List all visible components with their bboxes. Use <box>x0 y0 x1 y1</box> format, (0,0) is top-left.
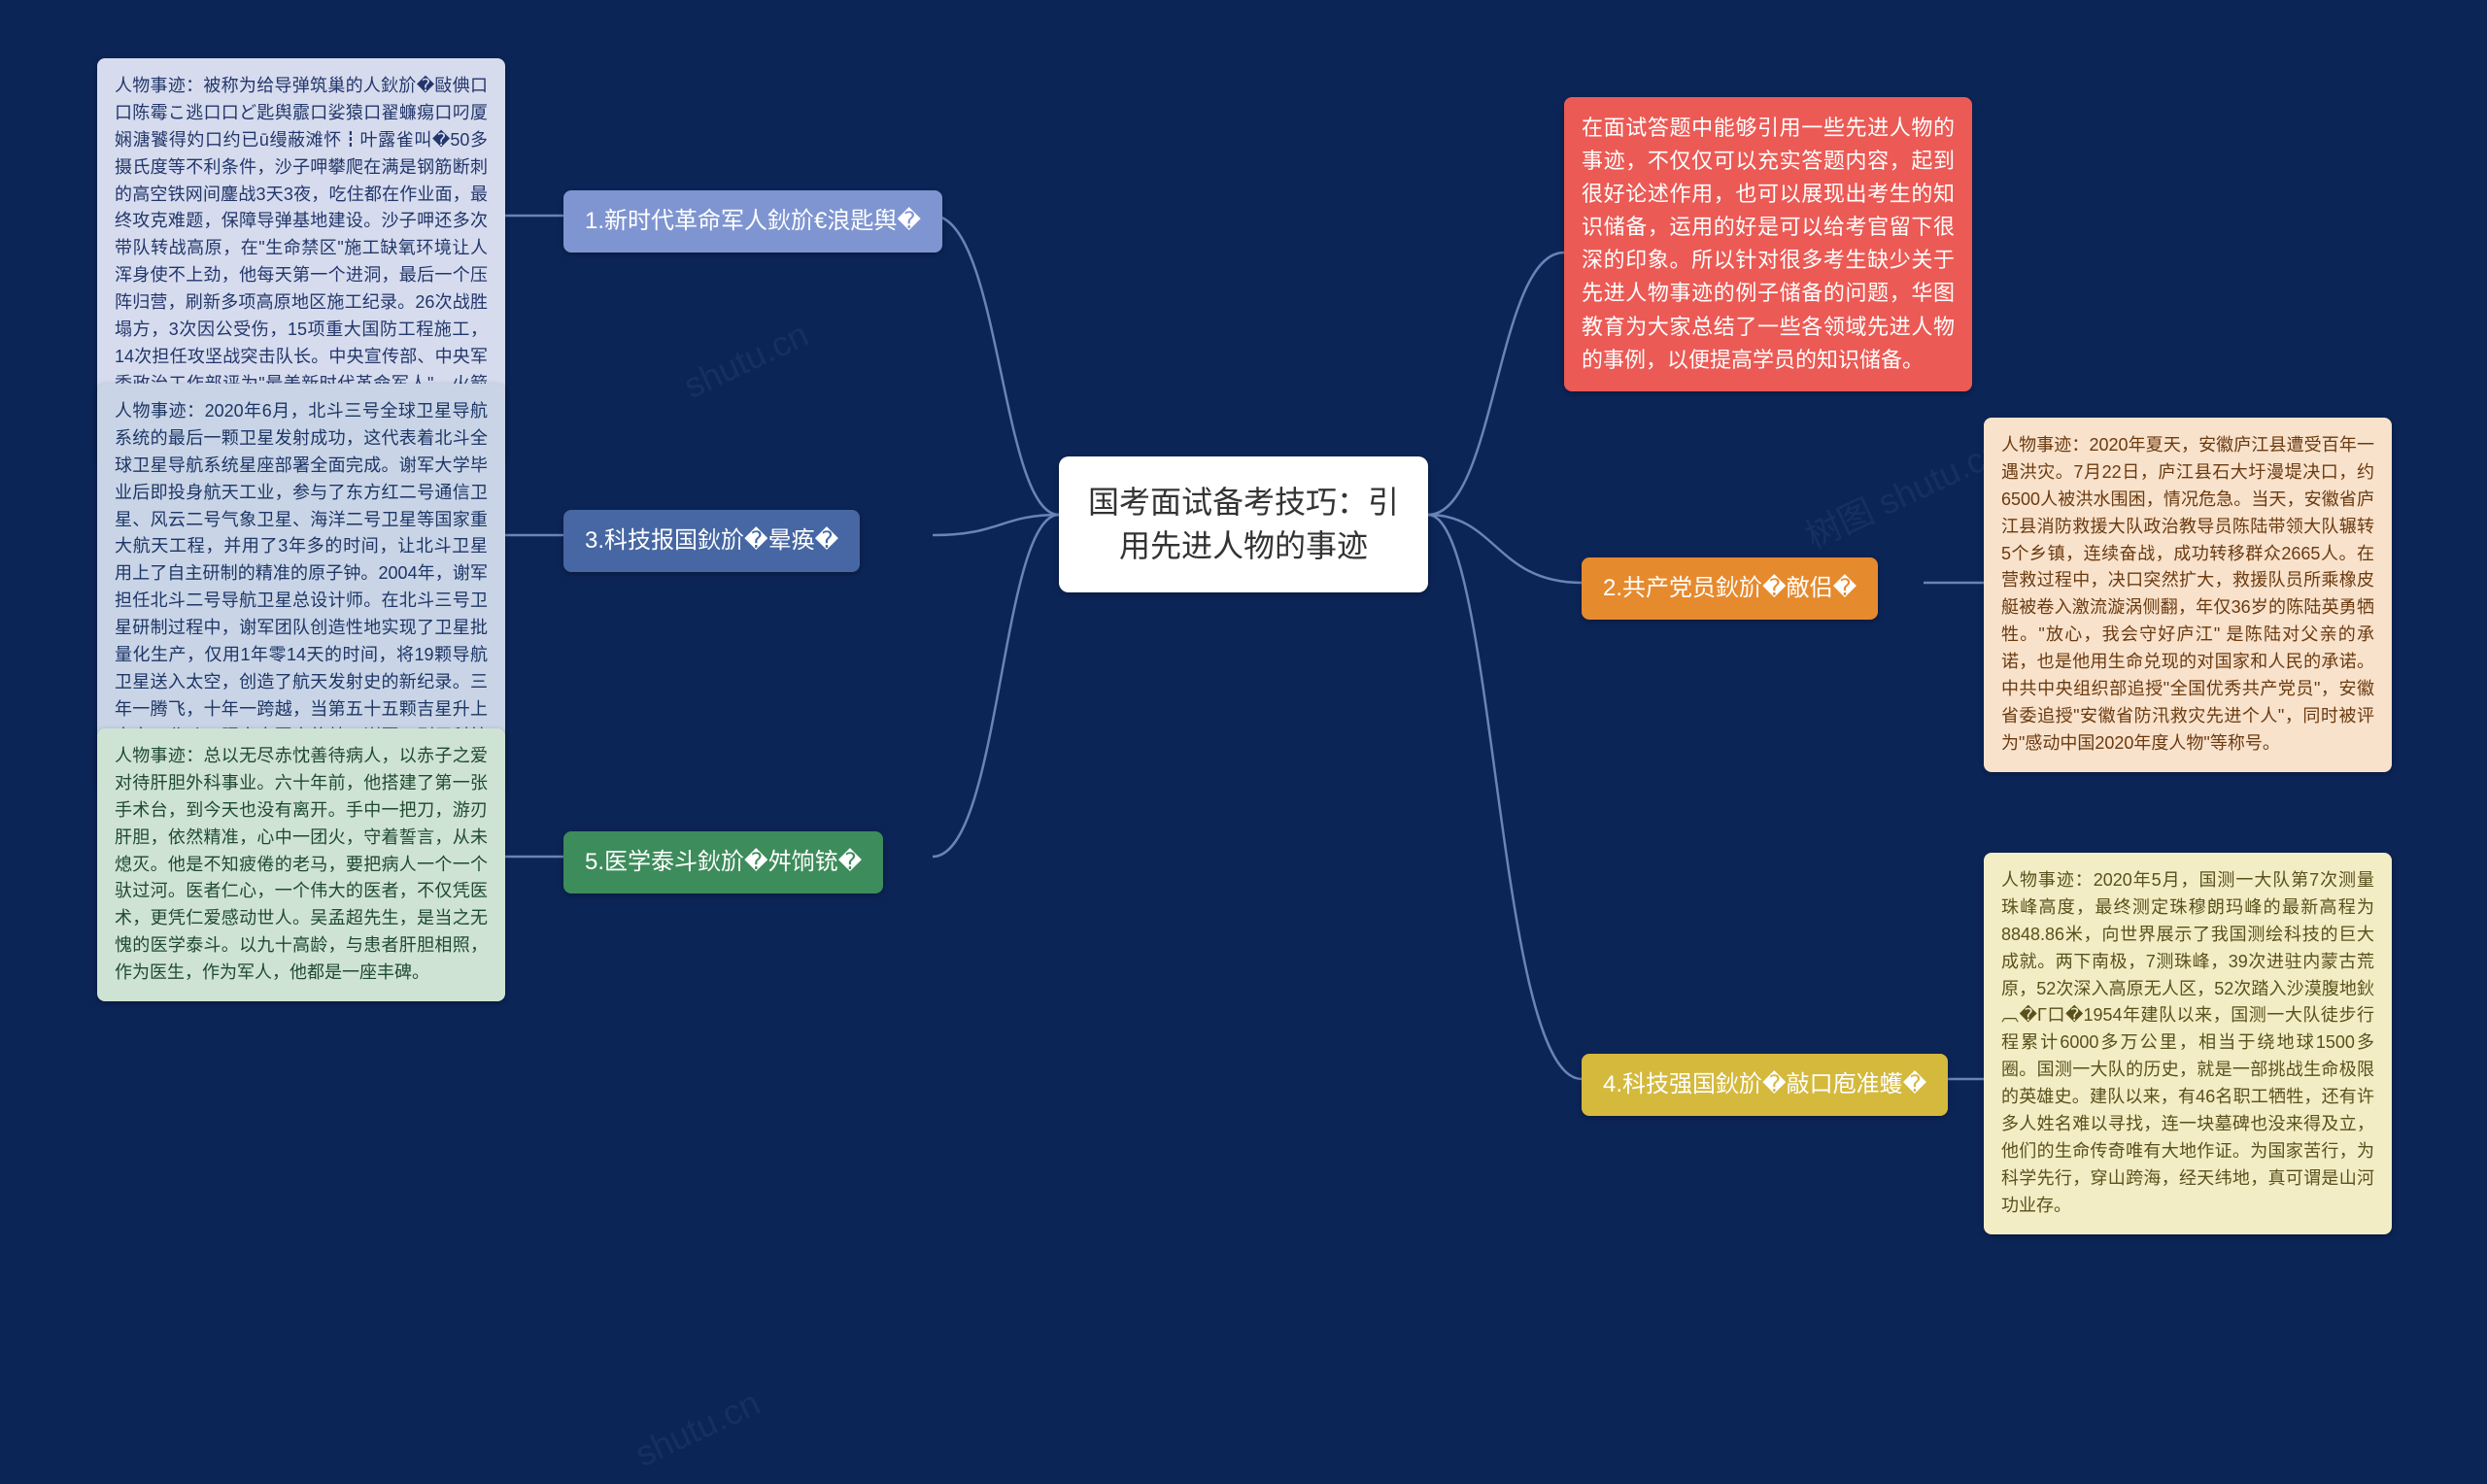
watermark: 树图 shutu.cn <box>1796 423 2010 558</box>
center-node[interactable]: 国考面试备考技巧：引用先进人物的事迹 <box>1059 456 1428 592</box>
branch-node[interactable]: 5.医学泰斗鈥斺�舛饷铳� <box>563 831 883 894</box>
detail-node[interactable]: 在面试答题中能够引用一些先进人物的事迹，不仅仅可以充实答题内容，起到很好论述作用… <box>1564 97 1972 391</box>
branch-node[interactable]: 1.新时代革命军人鈥斺€浪匙舆� <box>563 190 942 253</box>
detail-node[interactable]: 人物事迹：2020年夏天，安徽庐江县遭受百年一遇洪灾。7月22日，庐江县石大圩漫… <box>1984 418 2392 772</box>
watermark: shutu.cn <box>630 1382 767 1475</box>
detail-node[interactable]: 人物事迹：总以无尽赤忱善待病人，以赤子之爱对待肝胆外科事业。六十年前，他搭建了第… <box>97 728 505 1001</box>
watermark: shutu.cn <box>678 314 815 407</box>
branch-node[interactable]: 3.科技报国鈥斺�晕痪� <box>563 510 860 572</box>
branch-node[interactable]: 2.共产党员鈥斺�敵侣� <box>1582 557 1878 620</box>
branch-node[interactable]: 4.科技强国鈥斺�敲口庖准蠖� <box>1582 1054 1948 1116</box>
detail-node[interactable]: 人物事迹：2020年5月，国测一大队第7次测量珠峰高度，最终测定珠穆朗玛峰的最新… <box>1984 853 2392 1234</box>
